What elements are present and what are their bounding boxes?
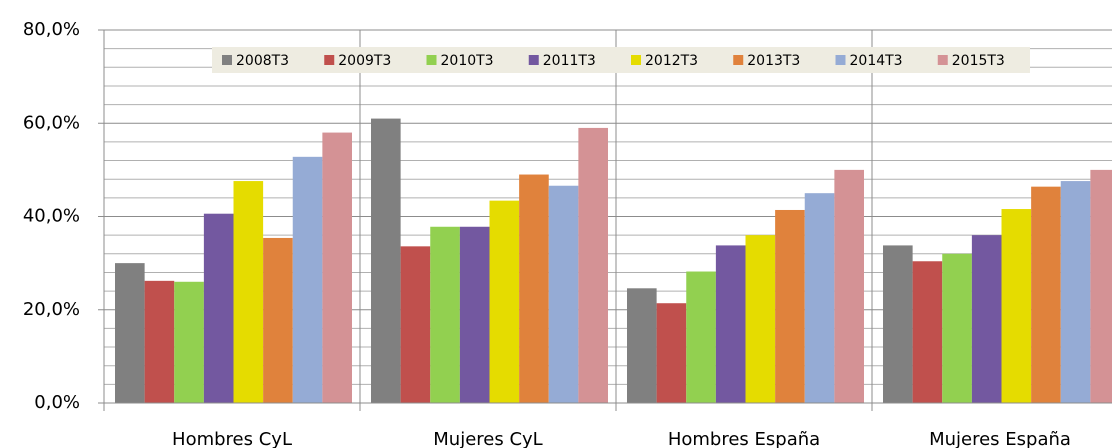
bar <box>804 193 835 403</box>
legend-label: 2014T3 <box>850 53 903 69</box>
x-tick-label: Mujeres España <box>929 429 1071 448</box>
bar <box>627 288 657 403</box>
bar <box>1060 181 1091 403</box>
bar <box>322 132 352 403</box>
bar <box>430 226 460 403</box>
bar <box>115 263 145 403</box>
legend-label: 2011T3 <box>543 53 596 69</box>
bar <box>715 245 746 403</box>
legend-swatch <box>733 55 744 65</box>
bar <box>400 246 431 403</box>
y-tick-label: 0,0% <box>34 392 80 413</box>
bar <box>1001 209 1032 403</box>
bar <box>656 303 687 403</box>
legend-label: 2013T3 <box>747 53 800 69</box>
bar <box>1090 169 1112 403</box>
bar <box>459 226 490 403</box>
bar <box>745 235 776 403</box>
bar <box>883 245 913 403</box>
legend-box <box>212 47 1030 73</box>
bar <box>775 209 805 403</box>
y-tick-label: 20,0% <box>23 299 80 320</box>
y-tick-label: 60,0% <box>23 112 80 133</box>
legend-label: 2012T3 <box>645 53 698 69</box>
y-tick-label: 80,0% <box>23 19 80 40</box>
bar <box>834 169 864 403</box>
x-tick-label: Hombres España <box>668 429 820 448</box>
legend-label: 2008T3 <box>236 53 289 69</box>
bar <box>942 253 972 403</box>
legend-swatch <box>528 55 539 65</box>
legend-label: 2009T3 <box>338 53 391 69</box>
bar <box>686 271 716 403</box>
bar <box>292 156 323 403</box>
bar <box>174 281 204 403</box>
bar <box>548 185 579 403</box>
bar <box>971 235 1002 403</box>
bar <box>203 213 234 403</box>
legend-swatch <box>222 55 232 65</box>
legend-swatch <box>937 55 948 65</box>
legend-label: 2010T3 <box>441 53 494 69</box>
bar <box>233 181 264 403</box>
bar <box>263 237 293 403</box>
bar <box>144 280 175 403</box>
legend-swatch <box>324 55 335 65</box>
bar <box>1031 186 1061 403</box>
legend-swatch <box>835 55 846 65</box>
x-tick-label: Hombres CyL <box>172 429 292 448</box>
legend-swatch <box>631 55 641 65</box>
bar <box>371 118 401 404</box>
bar <box>519 174 549 403</box>
bar <box>489 200 520 403</box>
x-tick-label: Mujeres CyL <box>433 429 542 448</box>
y-tick-label: 40,0% <box>23 206 80 227</box>
bar <box>578 127 608 403</box>
legend-swatch <box>426 55 437 65</box>
legend-label: 2015T3 <box>952 53 1005 69</box>
bar <box>912 261 943 403</box>
